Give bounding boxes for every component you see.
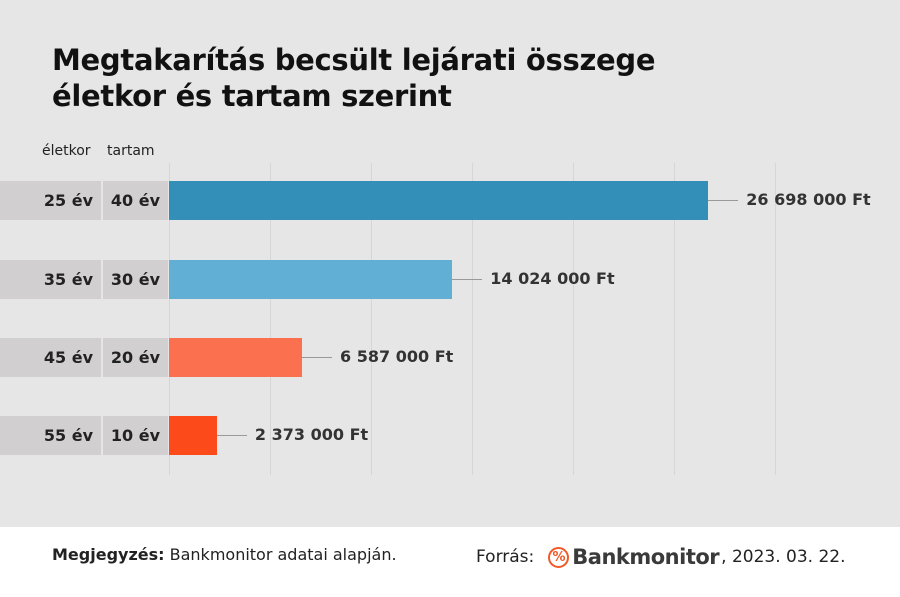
term-cell: 30 év [103,260,168,299]
source-label: Forrás: [476,547,535,567]
footer-note: Megjegyzés: Bankmonitor adatai alapján. [52,545,397,564]
data-label: 6 587 000 Ft [340,347,454,366]
data-label: 14 024 000 Ft [490,269,615,288]
bar [169,338,303,377]
bar [169,416,217,455]
footer-source: Forrás:% Bankmonitor, 2023. 03. 22. [476,545,846,569]
term-cell: 10 év [103,416,168,455]
term-cell: 20 év [103,338,168,377]
gridline [472,163,473,475]
brand-name: Bankmonitor [572,545,720,569]
leader-line [302,357,333,358]
leader-line [708,200,739,201]
gridline [775,163,776,475]
note-text: Bankmonitor adatai alapján. [169,545,397,564]
gridline [674,163,675,475]
age-cell: 45 év [0,338,101,377]
gridline [270,163,271,475]
data-label: 26 698 000 Ft [746,190,871,209]
gridline [169,163,170,475]
leader-line [452,279,483,280]
gridline [573,163,574,475]
age-cell: 55 év [0,416,101,455]
source-date: , 2023. 03. 22. [721,547,846,567]
percent-icon: % [548,546,570,568]
gridline [371,163,372,475]
data-label: 2 373 000 Ft [254,425,369,444]
age-cell: 25 év [0,181,101,220]
leader-line [216,435,247,436]
bankmonitor-logo: % Bankmonitor [548,545,720,569]
chart-title: Megtakarítás becsült lejárati összege él… [52,43,656,113]
bar [169,181,709,220]
header-age: életkor [42,143,91,159]
age-cell: 35 év [0,260,101,299]
header-term: tartam [107,143,155,159]
bar [169,260,453,299]
term-cell: 40 év [103,181,168,220]
note-label: Megjegyzés: [52,545,165,564]
